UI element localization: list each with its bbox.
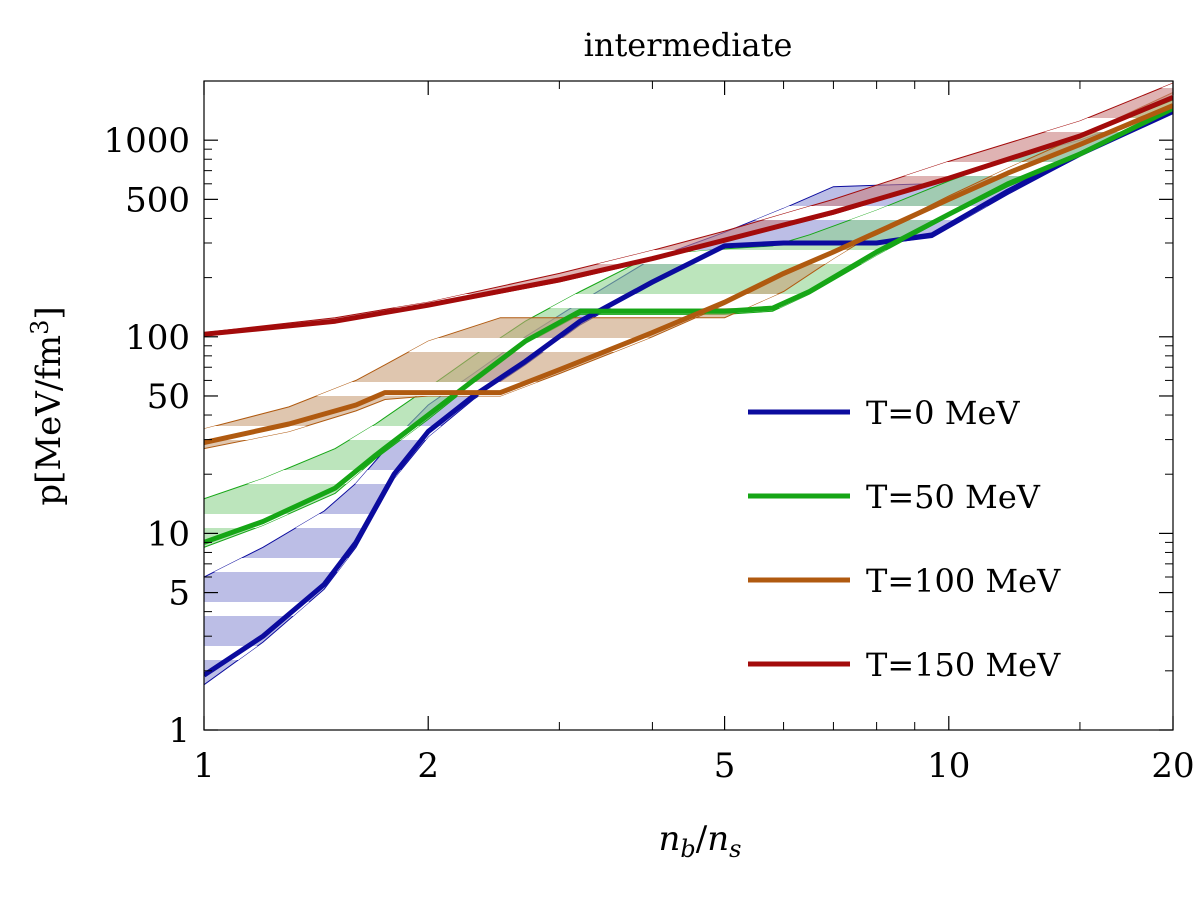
y-axis-title: p[MeV/fm3] bbox=[26, 306, 69, 505]
y-tick-label: 500 bbox=[125, 180, 190, 220]
series-lines bbox=[204, 95, 1173, 678]
x-tick-label: 5 bbox=[714, 746, 736, 786]
x-tick-label: 20 bbox=[1151, 746, 1194, 786]
line-t-150-mev bbox=[204, 95, 1173, 337]
y-tick-label: 1000 bbox=[103, 121, 190, 161]
y-axis-title-main: p[MeV/fm bbox=[29, 335, 69, 506]
y-axis-title-exp: 3 bbox=[26, 320, 54, 335]
band-hatch-t-100-mev bbox=[204, 92, 1173, 449]
y-tick-label: 10 bbox=[147, 514, 190, 554]
x-tick-label: 1 bbox=[193, 746, 215, 786]
y-tick-label: 1 bbox=[168, 711, 190, 751]
x-tick-label: 10 bbox=[927, 746, 970, 786]
legend-label-t-150-mev: T=150 MeV bbox=[866, 646, 1061, 684]
x-axis: 1 2 5 10 20 bbox=[193, 81, 1195, 786]
line-t-100-mev bbox=[204, 103, 1173, 445]
x-axis-title-n: n bbox=[659, 819, 681, 859]
legend-label-t-100-mev: T=100 MeV bbox=[866, 562, 1061, 600]
x-tick-label: 2 bbox=[417, 746, 439, 786]
x-axis-title-sub-s: s bbox=[729, 835, 741, 863]
band-hatch-t-50-mev bbox=[204, 100, 1173, 548]
plot-frame bbox=[203, 80, 1174, 731]
legend: T=0 MeV T=50 MeV T=100 MeV T=150 MeV bbox=[748, 394, 1061, 684]
x-axis-title-n2: n bbox=[707, 819, 729, 859]
chart-title: intermediate bbox=[584, 26, 793, 64]
x-axis-title: nb/ns bbox=[659, 819, 742, 863]
y-tick-label: 5 bbox=[168, 574, 190, 614]
legend-label-t-0-mev: T=0 MeV bbox=[866, 394, 1020, 432]
x-axis-title-sub-b: b bbox=[680, 835, 695, 863]
line-t-0-mev bbox=[204, 109, 1173, 678]
legend-label-t-50-mev: T=50 MeV bbox=[866, 478, 1041, 516]
x-axis-title-slash: / bbox=[696, 819, 708, 859]
y-tick-label: 100 bbox=[125, 318, 190, 358]
y-axis-title-close: ] bbox=[29, 306, 69, 319]
y-axis: 1 5 10 50 100 500 1000 bbox=[103, 80, 1173, 751]
line-t-50-mev bbox=[204, 106, 1173, 545]
y-tick-label: 50 bbox=[147, 377, 190, 417]
